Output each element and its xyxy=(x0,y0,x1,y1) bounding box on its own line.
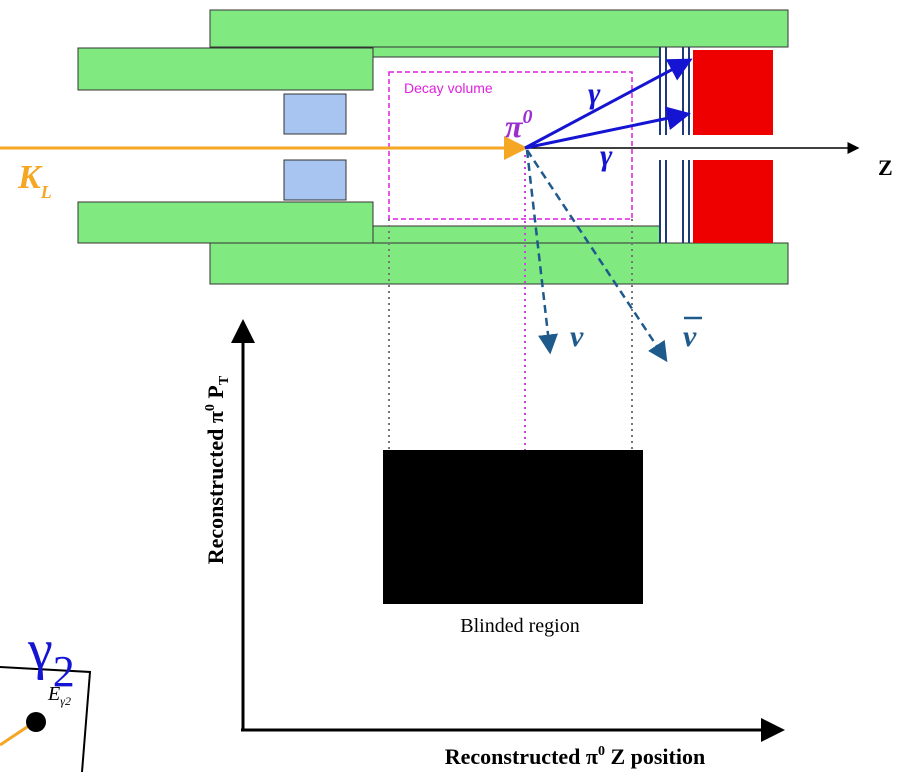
diagram: Decay volume Z KL γ γ π0 ν ν Blinded reg… xyxy=(0,0,904,772)
kl-label: KL xyxy=(17,159,52,202)
blinded-label: Blinded region xyxy=(460,615,579,637)
y-axis-label: Reconstructed π0 PT xyxy=(203,375,232,564)
nu-label: ν xyxy=(570,320,584,353)
inset: γ2 Eγ2 xyxy=(0,619,90,772)
z-label: Z xyxy=(878,155,893,180)
pi0-label: π0 xyxy=(505,106,532,144)
x-axis-label: Reconstructed π0 Z position xyxy=(445,744,705,769)
nubar-label: ν xyxy=(683,320,697,353)
gamma-label: γ xyxy=(588,77,601,110)
blinded-region xyxy=(383,450,643,604)
gamma-label: γ xyxy=(600,139,613,172)
decay-volume-label: Decay volume xyxy=(404,80,493,96)
projection-lines xyxy=(389,155,632,450)
